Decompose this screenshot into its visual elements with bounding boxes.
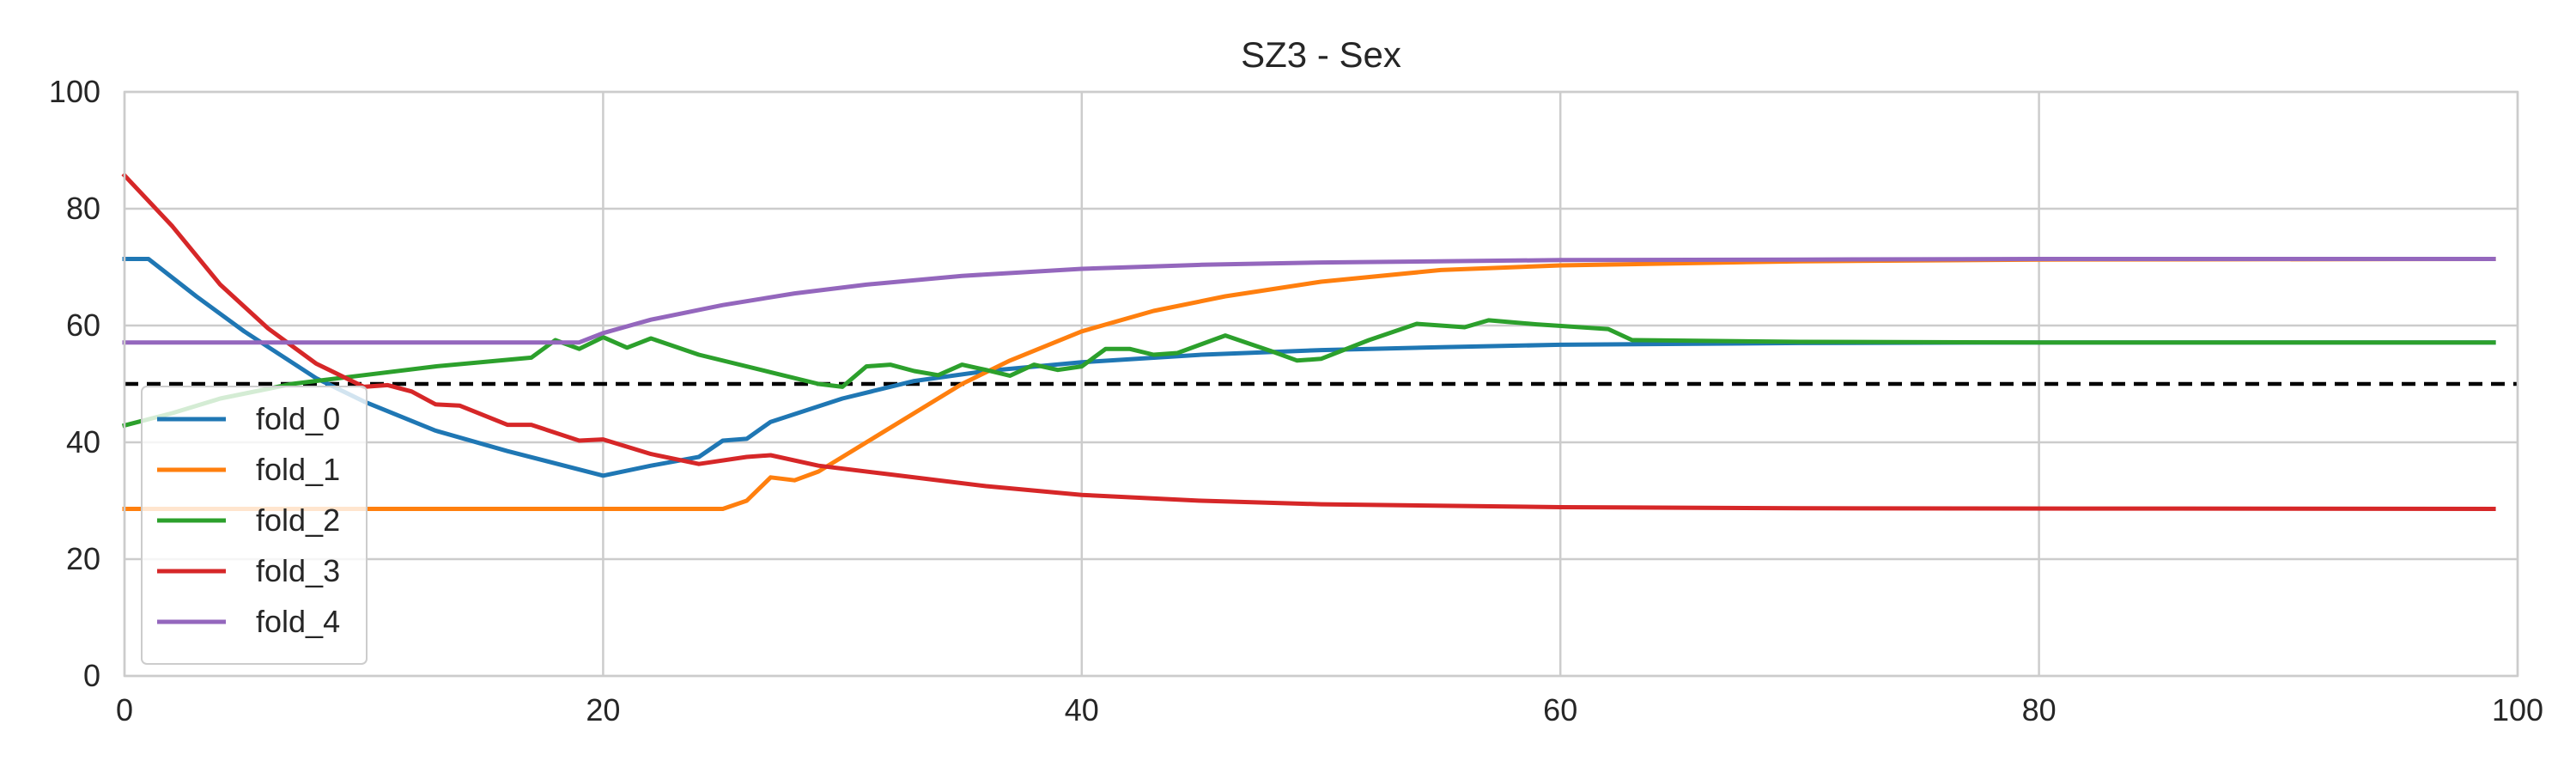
legend-label: fold_3: [256, 553, 340, 588]
chart-title: SZ3 - Sex: [1241, 34, 1401, 75]
plot-frame: [123, 90, 2519, 678]
legend-label: fold_1: [256, 452, 340, 487]
series-line-fold-0: [122, 257, 2496, 478]
x-tick-label: 60: [1543, 692, 1577, 727]
series-line-fold-1: [122, 256, 2496, 511]
y-tick-label: 40: [66, 424, 100, 460]
y-tick-label: 60: [66, 307, 100, 343]
series-lines: [121, 172, 2496, 512]
legend-label: fold_2: [256, 502, 340, 538]
y-tick-label: 80: [66, 191, 100, 226]
legend-box: [141, 386, 368, 665]
series-line-fold-4: [122, 257, 2496, 345]
y-tick-label: 0: [83, 658, 100, 693]
legend: fold_0 fold_1 fold_2 fold_3 fold_4: [141, 386, 368, 665]
tick-labels: 0 20 40 60 80 100 0 20 40 60 80 100: [49, 74, 2543, 727]
x-tick-label: 100: [2492, 692, 2543, 727]
x-tick-label: 20: [586, 692, 620, 727]
series-line-fold-3: [121, 172, 2496, 512]
legend-label: fold_0: [256, 401, 340, 436]
x-tick-label: 80: [2022, 692, 2057, 727]
x-tick-label: 0: [116, 692, 133, 727]
legend-label: fold_4: [256, 604, 340, 639]
y-tick-label: 20: [66, 541, 100, 576]
x-tick-label: 40: [1065, 692, 1099, 727]
y-tick-label: 100: [49, 74, 100, 109]
